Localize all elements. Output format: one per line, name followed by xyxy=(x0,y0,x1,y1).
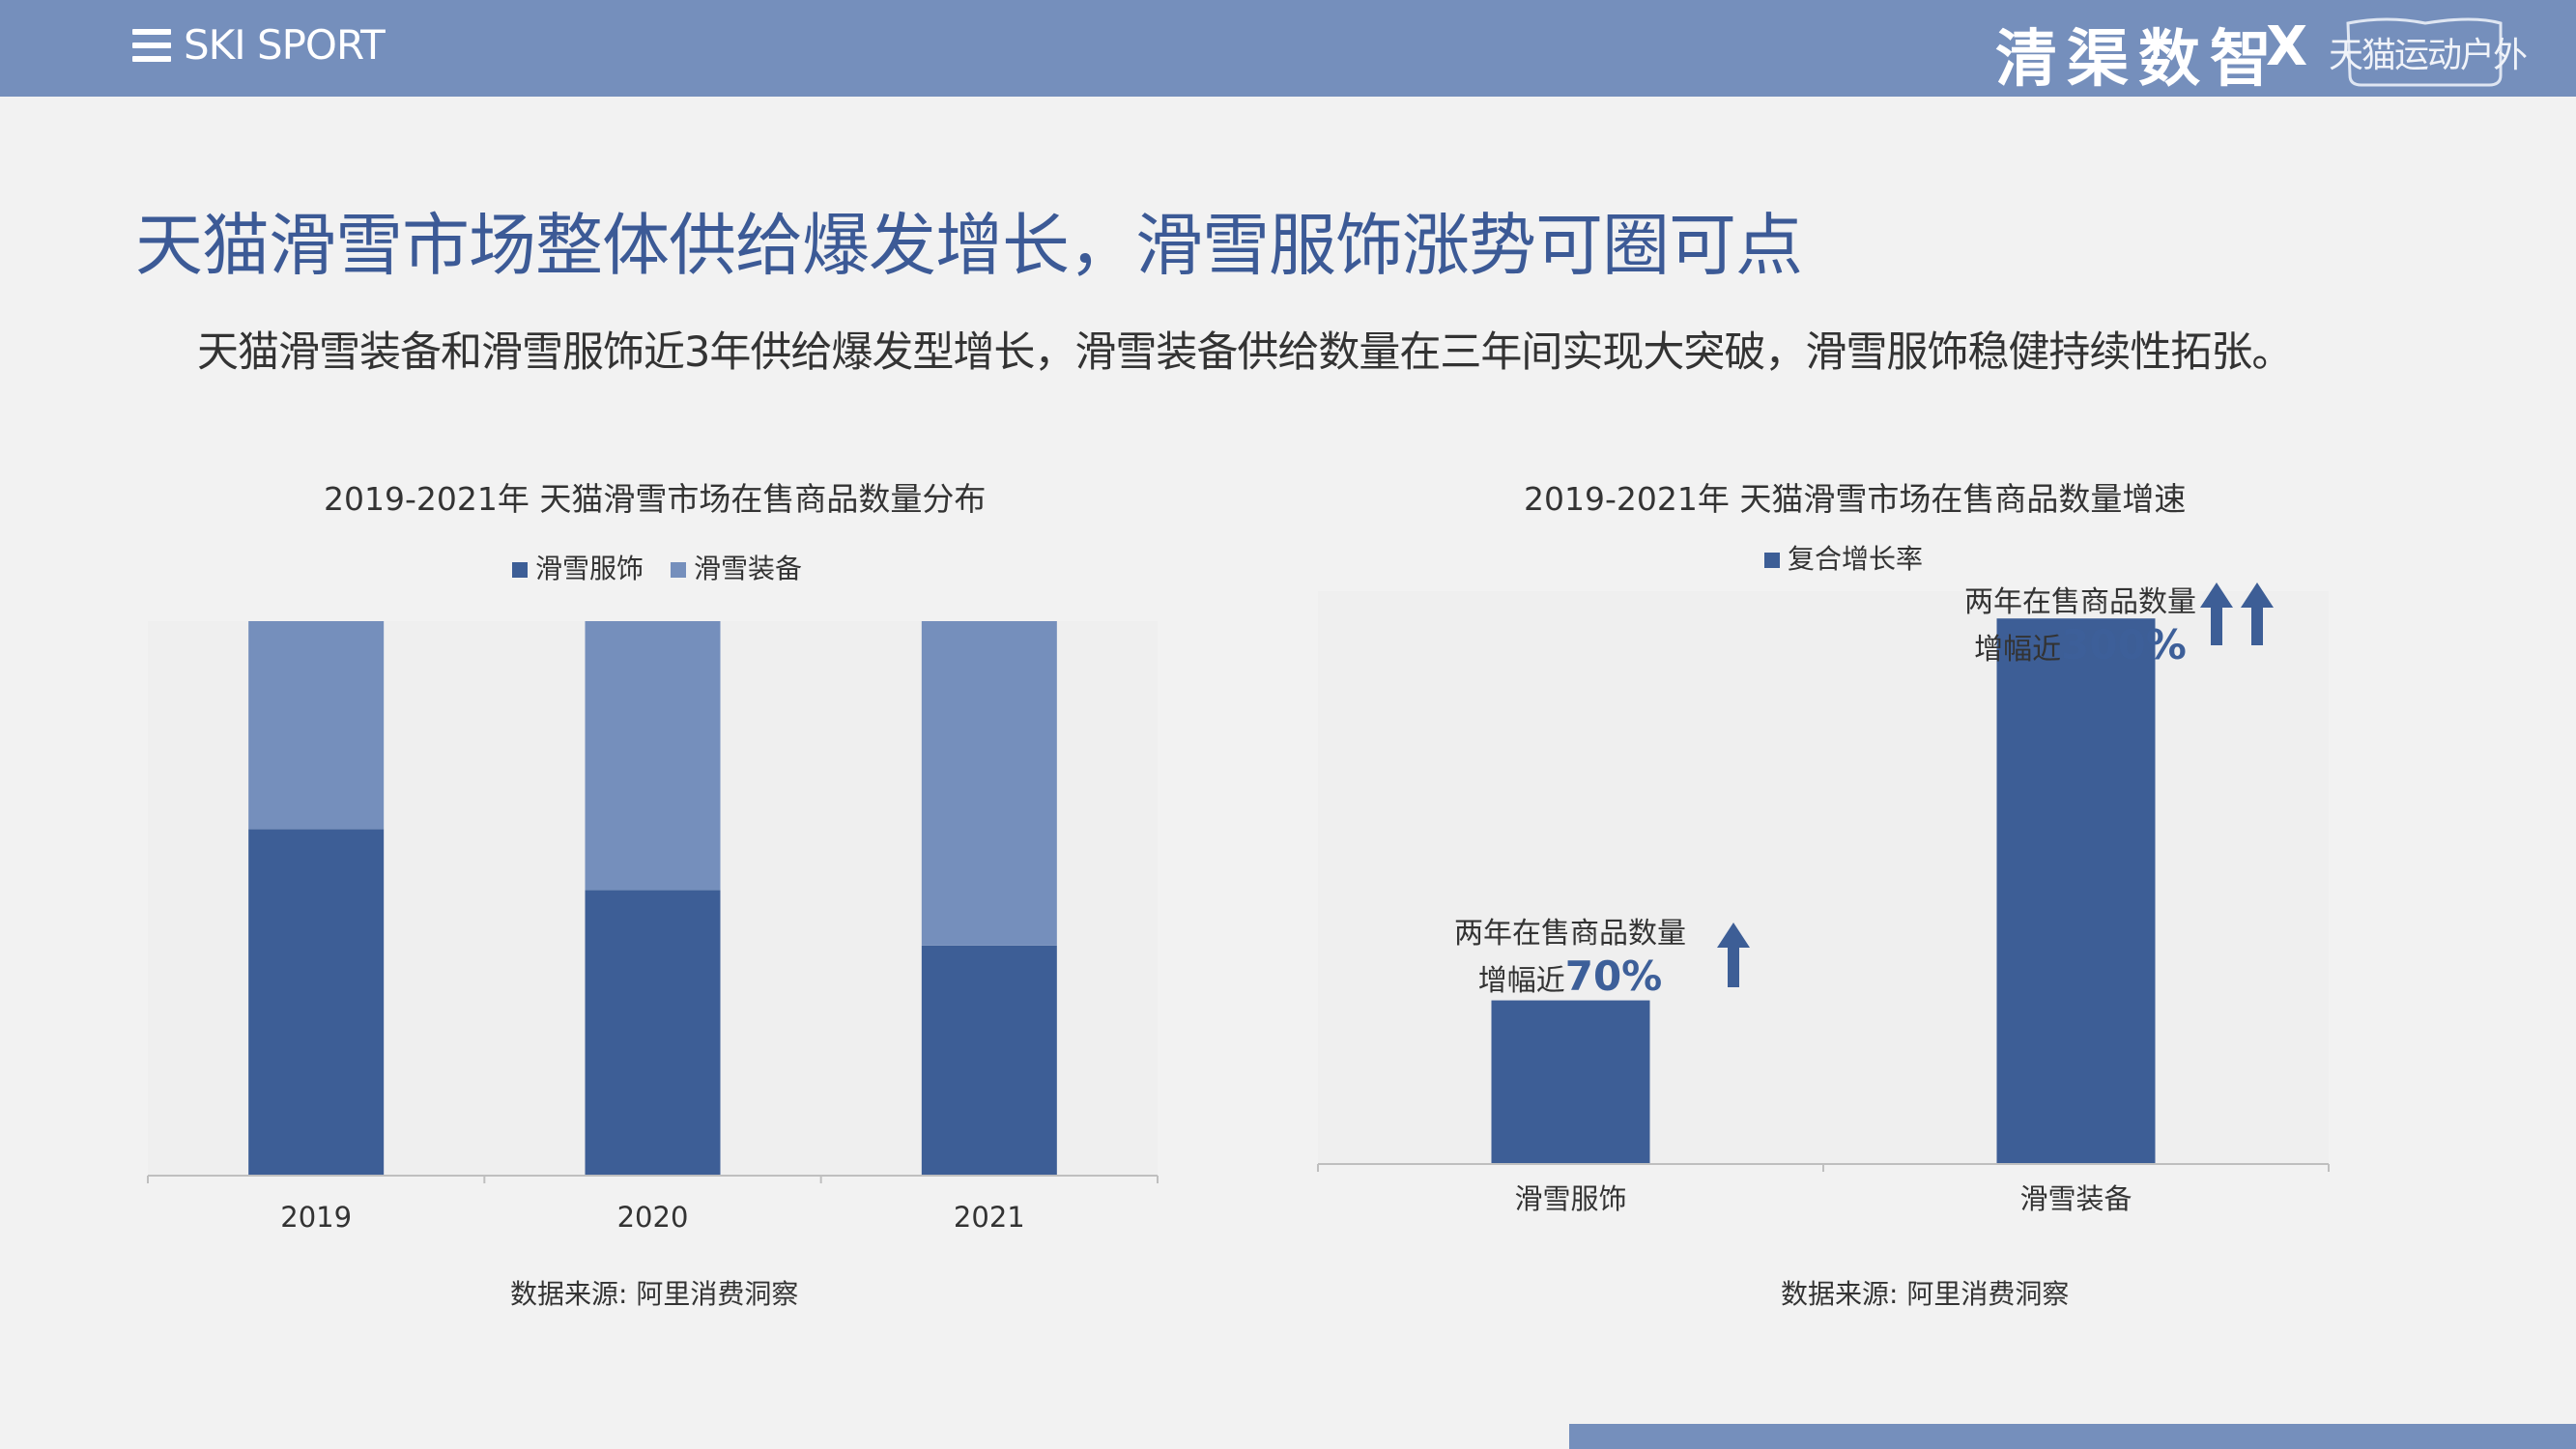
annotation-equipment-pct: 300% xyxy=(2061,621,2187,668)
legend-item-apparel: 滑雪服饰 xyxy=(512,553,644,584)
bottom-accent-bar xyxy=(1569,1424,2576,1449)
annotation-apparel: 两年在售商品数量 增幅近70% xyxy=(1454,913,1686,1003)
annotation-equipment-prefix: 增幅近 xyxy=(1974,633,2062,667)
page-subheadline: 天猫滑雪装备和滑雪服饰近3年供给爆发型增长，滑雪装备供给数量在三年间实现大突破，… xyxy=(197,328,2293,377)
bar-growth-1 xyxy=(1996,618,2156,1164)
annotation-apparel-prefix: 增幅近 xyxy=(1477,964,1565,998)
page-headline: 天猫滑雪市场整体供给爆发增长，滑雪服饰涨势可圈可点 xyxy=(135,206,1803,285)
chart-title-distribution: 2019-2021年 天猫滑雪市场在售商品数量分布 xyxy=(324,480,987,518)
bar-2019-series-0 xyxy=(248,829,385,1176)
annotation-equipment-line1: 两年在售商品数量 xyxy=(1964,585,2196,619)
annotation-apparel-line1: 两年在售商品数量 xyxy=(1454,917,1686,951)
up-arrow-icon xyxy=(2200,582,2233,645)
legend-distribution: 滑雪服饰 滑雪装备 xyxy=(512,548,829,586)
brand-title: SKI SPORT xyxy=(184,21,386,69)
source-note-right: 数据来源: 阿里消费洞察 xyxy=(1781,1278,2070,1310)
legend-item-cagr: 复合增长率 xyxy=(1764,543,1923,575)
x-tick-label-growth-0: 滑雪服饰 xyxy=(1514,1182,1626,1215)
legend-label-equipment: 滑雪装备 xyxy=(694,553,803,584)
bar-2021-series-0 xyxy=(921,945,1057,1176)
plot-area-right xyxy=(1318,591,2329,1164)
legend-item-equipment: 滑雪装备 xyxy=(671,553,802,584)
annotation-equipment: 两年在售商品数量 增幅近300% xyxy=(1964,582,2196,671)
legend-label-apparel: 滑雪服饰 xyxy=(535,553,644,584)
source-note-left: 数据来源: 阿里消费洞察 xyxy=(510,1278,799,1310)
partner-logo: 清渠数智 xyxy=(1995,24,2281,96)
legend-swatch-cagr xyxy=(1764,553,1780,568)
annotation-apparel-pct: 70% xyxy=(1564,952,1663,1000)
bar-2020-series-0 xyxy=(585,890,721,1176)
legend-growth: 复合增长率 xyxy=(1764,538,1950,577)
bar-2021-series-1 xyxy=(921,621,1057,946)
legend-swatch-apparel xyxy=(512,562,528,578)
legend-swatch-equipment xyxy=(671,562,687,578)
tmall-logo-text: 天猫运动户外 xyxy=(2329,36,2528,75)
x-tick-label-2019: 2019 xyxy=(280,1201,352,1234)
top-banner: SKI SPORT 清渠数智 X 天猫运动户外 xyxy=(0,0,2576,97)
chart-title-growth: 2019-2021年 天猫滑雪市场在售商品数量增速 xyxy=(1524,480,2187,518)
x-tick-label-2021: 2021 xyxy=(954,1201,1025,1234)
legend-label-cagr: 复合增长率 xyxy=(1788,543,1924,575)
logo-separator: X xyxy=(2266,15,2308,78)
bar-2020-series-1 xyxy=(585,621,721,891)
bar-2019-series-1 xyxy=(248,621,385,830)
menu-icon[interactable] xyxy=(132,29,171,62)
up-arrow-icon xyxy=(1717,923,1750,987)
up-arrow-icon xyxy=(2241,582,2274,645)
tmall-logo: 天猫运动户外 xyxy=(2329,17,2528,87)
tmall-logo-outline-icon xyxy=(2346,17,2503,87)
bar-growth-0 xyxy=(1491,1000,1650,1164)
x-tick-label-growth-1: 滑雪装备 xyxy=(2019,1182,2132,1215)
x-tick-label-2020: 2020 xyxy=(617,1201,689,1234)
